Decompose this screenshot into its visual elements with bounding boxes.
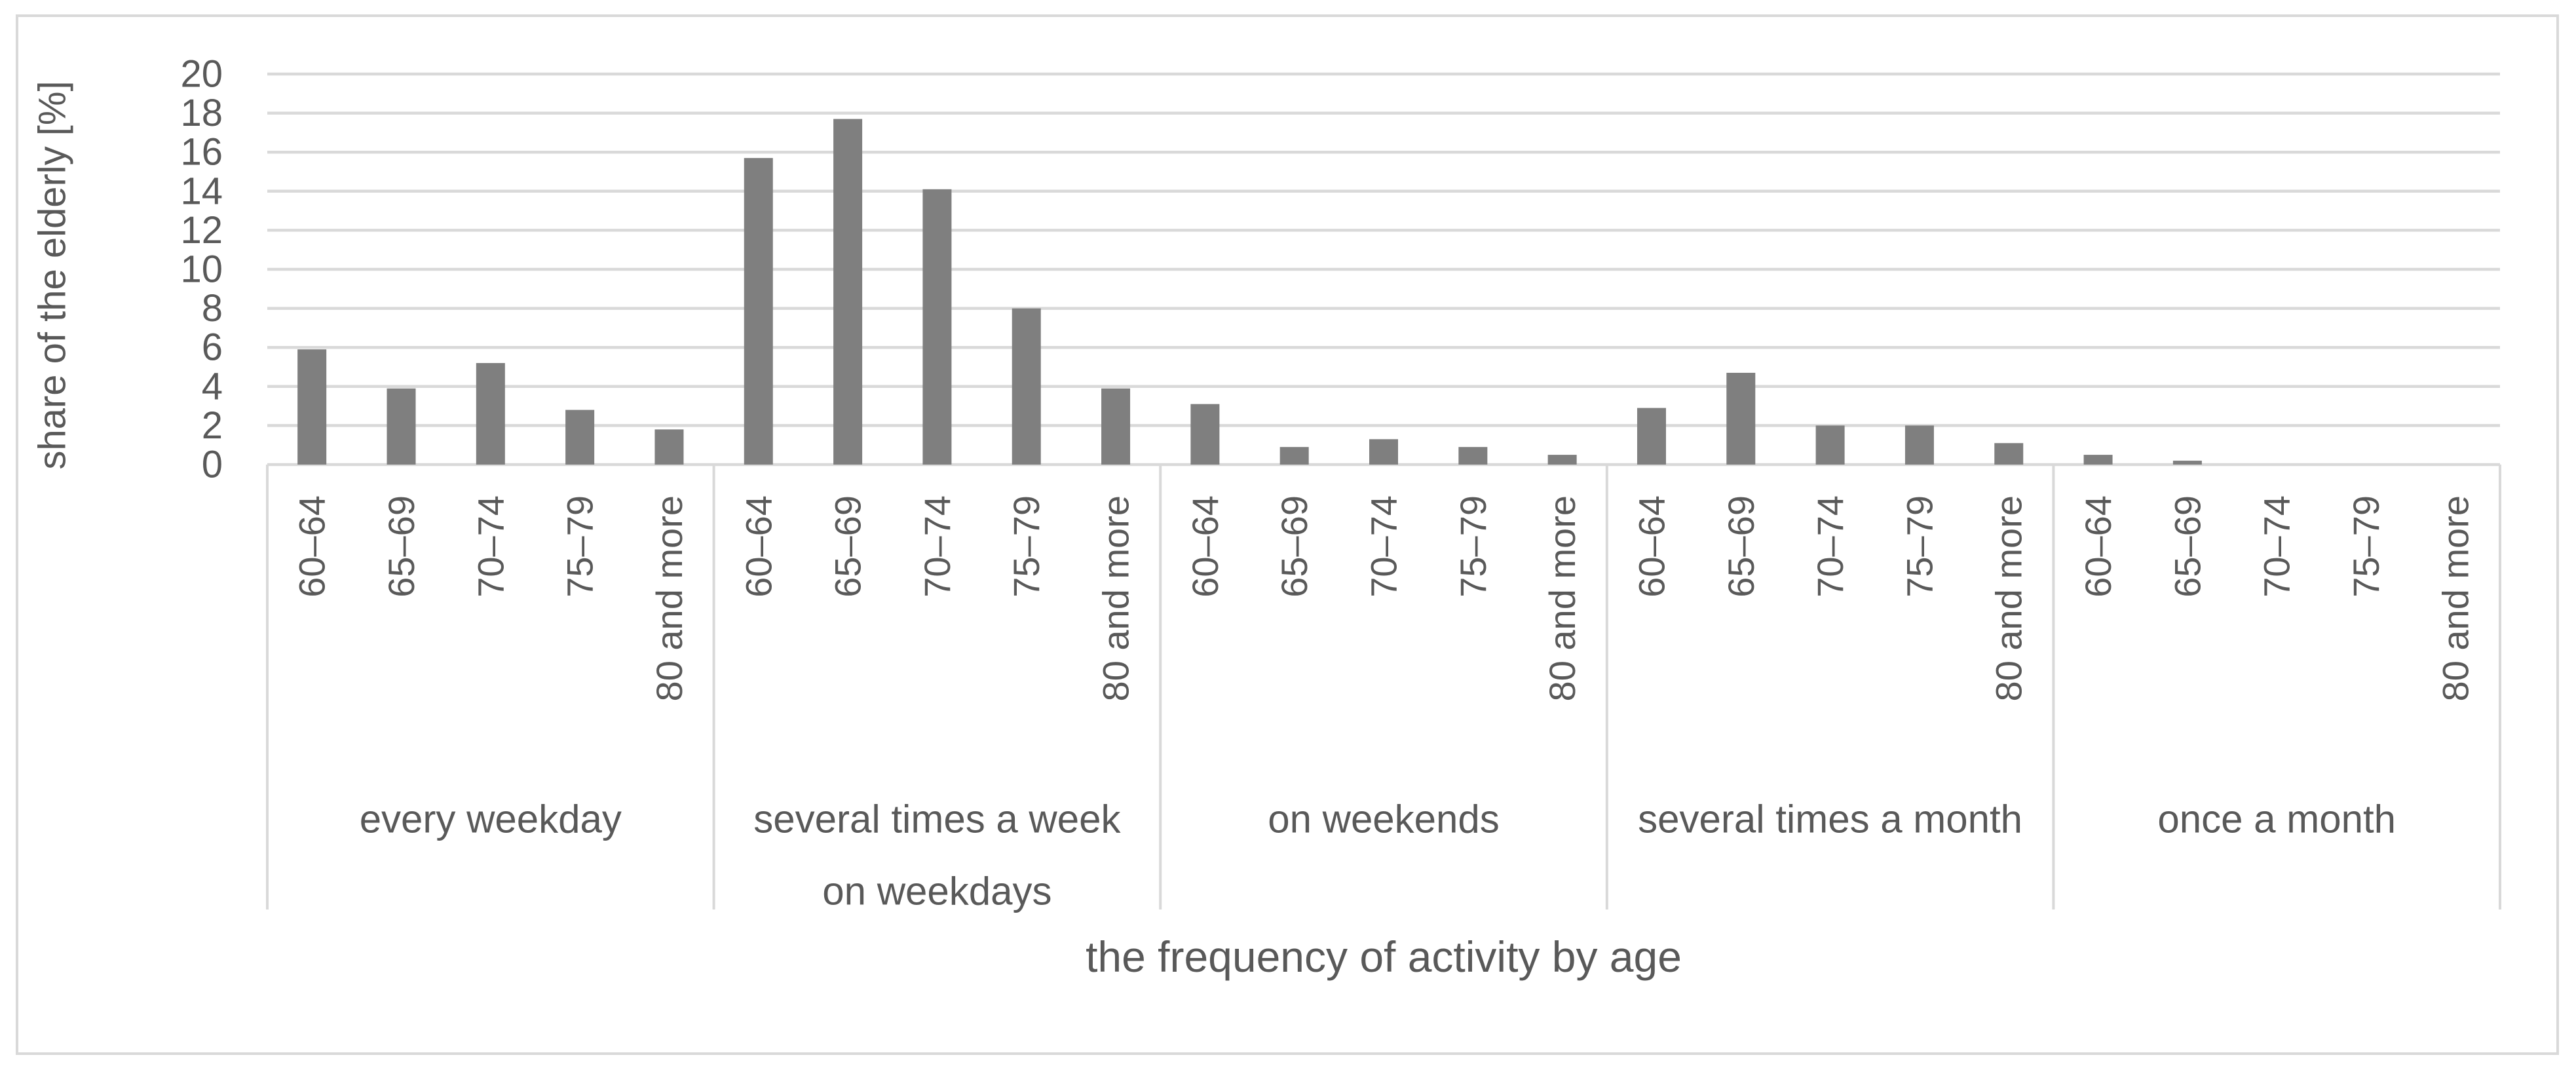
x-tick-label: 65–69	[827, 495, 869, 598]
x-axis-age-tick-labels: 60–64 65–69 70–74 75–79 80 and more 60–64 65–6…	[292, 495, 2476, 701]
bar-several-times-a-week-on-weekdays-65–69	[833, 119, 863, 465]
x-tick-label: 75–79	[2345, 495, 2387, 598]
x-tick-label: 60–64	[1184, 495, 1226, 598]
y-axis-title: share of the elderly [%]	[31, 81, 74, 469]
category-group-labels: every weekday several times a week on week…	[360, 797, 2396, 913]
bar-every-weekday-65–69	[387, 388, 416, 465]
x-tick-label: 70–74	[1809, 495, 1851, 598]
bar-several-times-a-week-on-weekdays-80 and more	[1101, 388, 1131, 465]
bar-several-times-a-month-70–74	[1815, 425, 1845, 465]
x-tick-label: 70–74	[1363, 495, 1405, 598]
x-tick-label: 80 and more	[1095, 495, 1137, 701]
bar-several-times-a-month-75–79	[1904, 425, 1934, 465]
x-tick-label: 75–79	[1899, 495, 1940, 598]
bar-once-a-month-65–69	[2172, 461, 2202, 465]
bar-on-weekends-60–64	[1190, 404, 1220, 465]
x-tick-label: 65–69	[1720, 495, 1762, 598]
x-tick-label: 70–74	[470, 495, 511, 598]
group-label: several times a month	[1638, 797, 2022, 841]
bar-several-times-a-week-on-weekdays-70–74	[922, 189, 952, 465]
y-tick-label: 0	[202, 444, 223, 486]
bar-several-times-a-week-on-weekdays-75–79	[1012, 308, 1041, 465]
y-tick-label: 8	[202, 287, 223, 330]
y-tick-label: 18	[180, 92, 223, 134]
category-group-dividers	[266, 465, 2501, 909]
y-tick-label: 16	[180, 131, 223, 174]
y-tick-label: 2	[202, 404, 223, 447]
x-tick-label: 80 and more	[1988, 495, 2030, 701]
bar-several-times-a-month-65–69	[1726, 372, 1756, 465]
group-label: every weekday	[360, 797, 622, 841]
group-label: once a month	[2157, 797, 2396, 841]
y-tick-label: 10	[180, 248, 223, 291]
x-tick-label: 65–69	[381, 495, 422, 598]
x-tick-label: 75–79	[559, 495, 601, 598]
x-tick-label: 75–79	[1006, 495, 1047, 598]
x-tick-label: 60–64	[738, 495, 779, 598]
x-tick-label: 80 and more	[2434, 495, 2476, 701]
gridlines	[267, 72, 2500, 467]
bar-on-weekends-70–74	[1369, 439, 1398, 465]
bar-on-weekends-65–69	[1279, 447, 1309, 465]
y-tick-label: 20	[180, 53, 223, 96]
y-tick-label: 6	[202, 326, 223, 369]
bar-on-weekends-75–79	[1458, 447, 1488, 465]
bar-once-a-month-60–64	[2083, 455, 2113, 465]
x-tick-label: 60–64	[2077, 495, 2119, 598]
x-tick-label: 60–64	[292, 495, 333, 598]
bar-every-weekday-70–74	[476, 363, 505, 465]
x-tick-label: 70–74	[2256, 495, 2298, 598]
bar-on-weekends-80 and more	[1547, 455, 1577, 465]
bar-every-weekday-75–79	[565, 410, 595, 465]
bar-series	[297, 119, 2202, 465]
y-tick-label: 14	[180, 170, 223, 212]
x-axis-title: the frequency of activity by age	[1086, 932, 1682, 981]
x-tick-label: 60–64	[1631, 495, 1672, 598]
y-tick-label: 4	[202, 365, 223, 408]
x-tick-label: 80 and more	[1542, 495, 1583, 701]
x-tick-label: 70–74	[917, 495, 958, 598]
bar-every-weekday-80 and more	[654, 429, 684, 465]
group-label: on weekdays	[822, 870, 1051, 913]
group-label: several times a week	[753, 797, 1121, 841]
bar-every-weekday-60–64	[297, 349, 327, 465]
bar-several-times-a-month-80 and more	[1994, 443, 2024, 465]
x-tick-label: 65–69	[2167, 495, 2208, 598]
figure-border	[16, 14, 2559, 1055]
group-label: on weekends	[1268, 797, 1500, 841]
bar-several-times-a-month-60–64	[1637, 408, 1666, 465]
x-tick-label: 65–69	[1274, 495, 1315, 598]
x-tick-label: 75–79	[1452, 495, 1494, 598]
bar-several-times-a-week-on-weekdays-60–64	[744, 158, 773, 465]
x-tick-label: 80 and more	[649, 495, 690, 701]
y-tick-label: 12	[180, 209, 223, 252]
